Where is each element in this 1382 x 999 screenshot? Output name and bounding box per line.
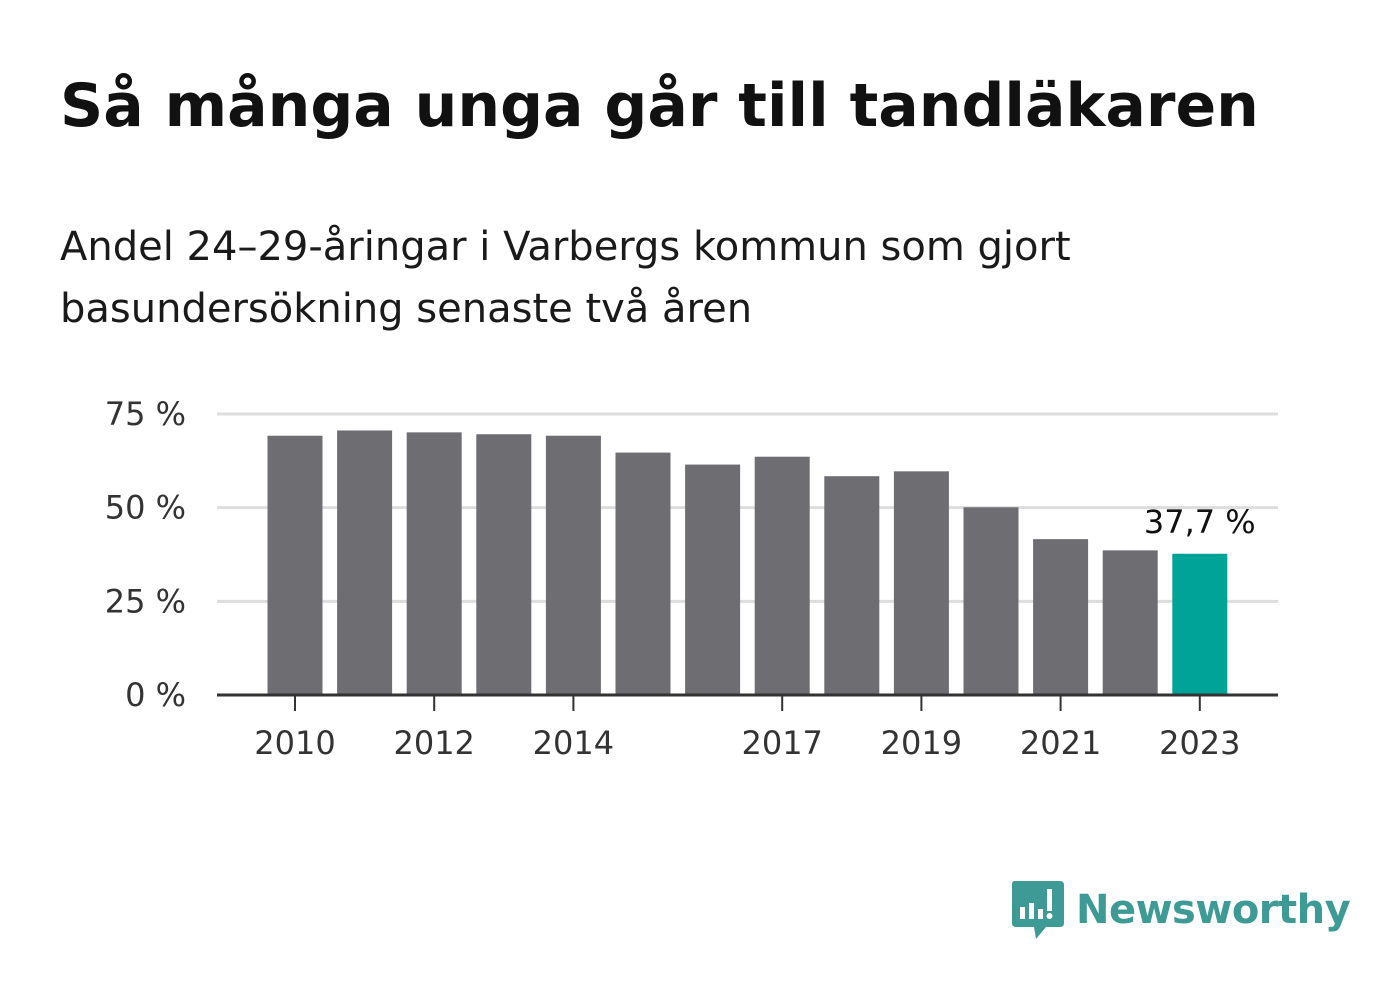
y-tick-label: 75 %	[105, 395, 186, 433]
chart-subtitle: Andel 24–29-åringar i Varbergs kommun so…	[60, 224, 1071, 332]
x-tick-label: 2012	[393, 724, 474, 762]
newsworthy-logo-icon	[1012, 881, 1064, 939]
bar-2022	[1102, 550, 1158, 695]
bar-2019	[893, 471, 949, 695]
y-tick-label: 50 %	[105, 489, 186, 527]
bar-2016	[685, 464, 741, 695]
bar-2020	[963, 507, 1019, 695]
y-tick-label: 25 %	[105, 582, 186, 620]
newsworthy-logo: Newsworthy	[1010, 878, 1351, 942]
bar-2018	[824, 476, 880, 695]
bar-2012	[406, 432, 462, 695]
bar-2013	[476, 434, 532, 695]
bar-2023	[1172, 553, 1228, 695]
x-tick-label: 2023	[1159, 724, 1240, 762]
x-tick-label: 2017	[741, 724, 822, 762]
bar-2021	[1033, 539, 1089, 695]
x-tick-label: 2010	[254, 724, 335, 762]
x-tick-label: 2014	[533, 724, 614, 762]
chart-title: Så många unga går till tandläkaren	[60, 71, 1259, 141]
bar-2017	[754, 456, 810, 695]
x-tick-label: 2021	[1020, 724, 1101, 762]
bar-2011	[337, 430, 393, 695]
y-tick-label: 0 %	[125, 676, 186, 714]
brand-name: Newsworthy	[1076, 887, 1351, 933]
bar-2014	[545, 435, 601, 695]
bar-2010	[267, 435, 323, 695]
x-tick-label: 2019	[881, 724, 962, 762]
highlight-value-label: 37,7 %	[1144, 503, 1256, 541]
bar-2015	[615, 452, 671, 695]
